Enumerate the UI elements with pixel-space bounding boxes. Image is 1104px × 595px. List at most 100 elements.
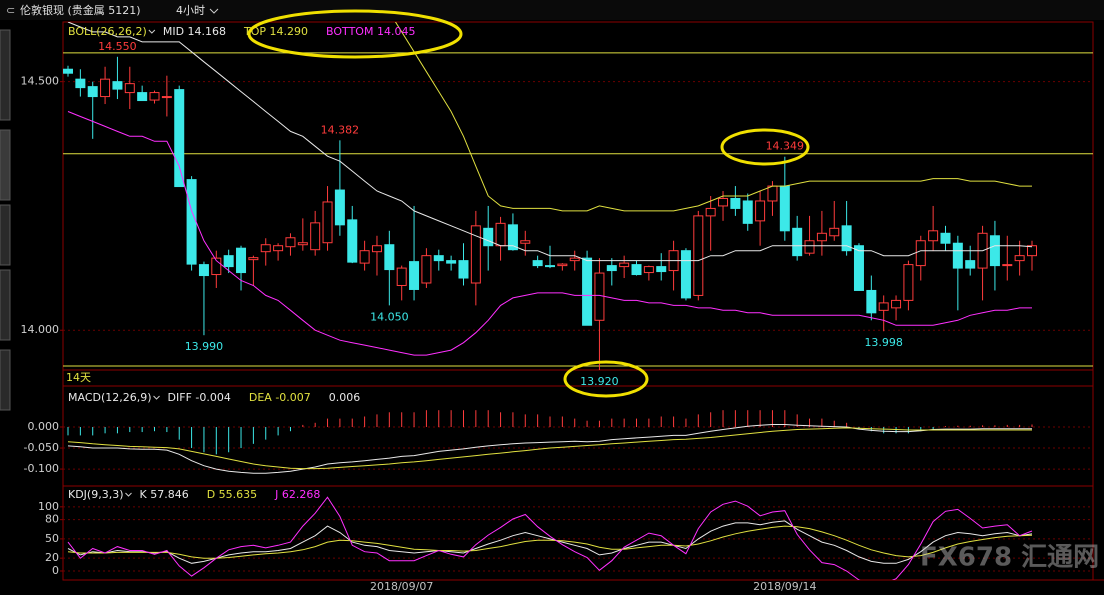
watermark: FX678 汇通网	[920, 543, 1099, 573]
candle-body	[248, 257, 259, 261]
low-label: 14.050	[370, 310, 409, 323]
legend-entry: MID 14.168	[163, 25, 226, 38]
indicator-line	[67, 424, 1032, 474]
candle-body	[347, 219, 358, 263]
candle-body	[433, 255, 444, 262]
high-label: 14.349	[766, 140, 805, 153]
candle-body	[483, 227, 494, 247]
y-tick-label: -0.050	[24, 441, 59, 454]
indicator-title: MACD(12,26,9)	[68, 391, 152, 404]
indicator-line	[67, 111, 1032, 356]
candle-body	[396, 267, 407, 286]
back-icon[interactable]: ⊂	[6, 4, 15, 17]
candle-body	[878, 302, 889, 311]
side-tab[interactable]	[0, 269, 11, 341]
candle-body	[952, 242, 963, 269]
candle-body	[161, 96, 172, 99]
candle-body	[656, 266, 667, 273]
candle-body	[421, 255, 432, 284]
candle-body	[606, 265, 617, 272]
candle-body	[198, 264, 209, 277]
candle-body	[149, 92, 160, 101]
candle-body	[1002, 264, 1013, 267]
candle-body	[236, 247, 247, 274]
candle-body	[816, 232, 827, 242]
candle-body	[680, 250, 691, 299]
candle-body	[693, 215, 704, 296]
candle-body	[989, 235, 1000, 267]
candle-body	[87, 86, 98, 98]
candle-body	[853, 245, 864, 291]
candle-body	[100, 78, 111, 98]
candle-body	[767, 185, 778, 202]
highlight-ellipse	[720, 128, 810, 166]
candle-body	[334, 189, 345, 226]
indicator-line	[67, 525, 1033, 559]
candle-body	[186, 179, 197, 265]
candle-body	[779, 185, 790, 232]
legend-entry: K 57.846	[140, 488, 189, 501]
x-tick-label: 2018/09/07	[370, 580, 433, 593]
candle-body	[63, 68, 73, 74]
legend-entry: TOP 14.290	[243, 25, 308, 38]
candle-body	[643, 266, 654, 274]
candle-body	[903, 264, 914, 301]
candle-body	[371, 245, 382, 253]
candle-body	[124, 83, 135, 94]
indicator-line	[67, 427, 1032, 470]
candle-body	[174, 89, 185, 188]
candle-body	[594, 272, 605, 321]
candle-body	[285, 237, 296, 248]
candle-body	[458, 260, 469, 279]
candle-body	[940, 232, 951, 244]
candle-body	[137, 92, 148, 102]
side-tab[interactable]	[0, 29, 11, 121]
candle-body	[359, 250, 370, 264]
candle-body	[409, 261, 420, 290]
side-tab[interactable]	[0, 129, 11, 201]
indicator-chevron	[153, 395, 160, 400]
candle-body	[742, 200, 753, 224]
indicator-title: KDJ(9,3,3)	[68, 488, 124, 501]
candle-body	[223, 255, 234, 268]
period-selector[interactable]: 4小时	[176, 4, 205, 17]
candle-body	[792, 227, 803, 257]
candle-body	[75, 78, 86, 89]
candle-body	[495, 222, 506, 247]
highlight-ellipse	[563, 360, 649, 398]
indicator-line	[67, 496, 1033, 580]
plot-layer: 14.500 14.000 14.550 14.382 14.349 13.990 14.0…	[21, 22, 1099, 593]
candle-body	[557, 263, 568, 267]
y-tick-label: 14.000	[21, 323, 60, 336]
candle-body	[310, 222, 321, 251]
candle-body	[273, 245, 284, 252]
side-tab[interactable]	[0, 204, 11, 266]
symbol-name: 伦敦银现 (贵金属 5121)	[20, 3, 141, 17]
candle-body	[520, 240, 531, 244]
candle-body	[569, 257, 580, 262]
high-label: 14.550	[98, 40, 137, 53]
candle-body	[619, 262, 630, 268]
candle-body	[297, 242, 308, 246]
candle-body	[891, 299, 902, 309]
legend-entry: DEA -0.007	[249, 391, 311, 404]
period-chevron[interactable]	[209, 8, 219, 14]
title-bar	[0, 0, 1104, 20]
candle-body	[965, 260, 976, 269]
side-tab[interactable]	[0, 349, 11, 411]
candle-body	[384, 244, 395, 271]
candle-body	[112, 81, 123, 90]
high-label: 14.382	[321, 123, 360, 136]
y-tick-label: -0.100	[24, 462, 59, 475]
candle-body	[928, 230, 939, 242]
candle-body	[211, 257, 222, 276]
low-label: 13.990	[185, 340, 224, 353]
candle-body	[705, 207, 716, 217]
legend-entry: 0.006	[329, 391, 361, 404]
indicator-line	[394, 22, 1032, 212]
legend-entry: D 55.635	[207, 488, 257, 501]
candle-body	[829, 227, 840, 237]
candle-body	[322, 201, 333, 244]
candle-body	[532, 260, 543, 267]
